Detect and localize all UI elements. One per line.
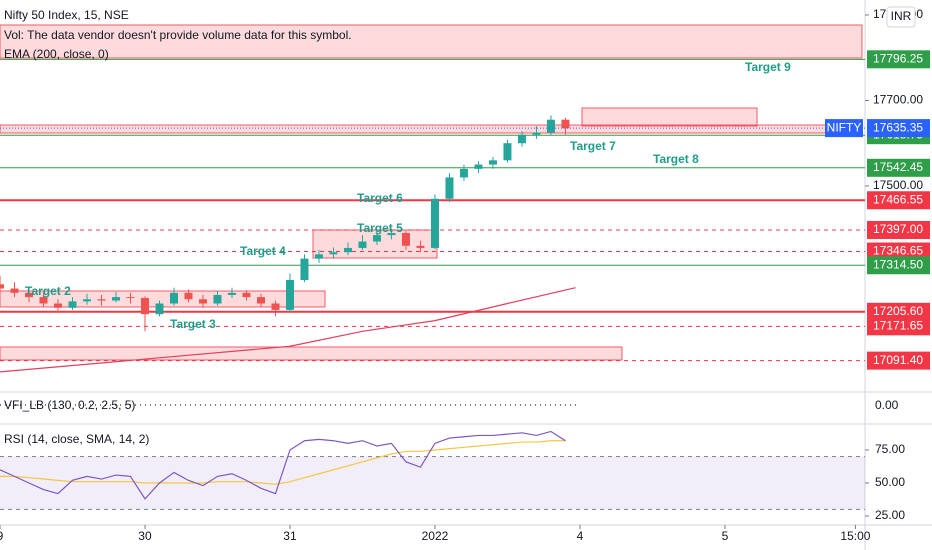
candle-body — [358, 241, 367, 248]
price-label-box — [867, 50, 930, 69]
candle-body — [24, 292, 33, 298]
candle-body — [488, 160, 497, 165]
candle-body — [387, 232, 396, 236]
indicator-title: VFI_LB (130, 0.2, 2.5, 5) — [4, 398, 135, 412]
legend-line: Vol: The data vendor doesn't provide vol… — [4, 28, 352, 42]
candle-body — [256, 297, 265, 304]
x-tick-label: 5 — [722, 529, 729, 543]
price-label: 17397.00 — [873, 222, 923, 236]
price-label-box — [867, 220, 930, 239]
candle-body — [111, 297, 120, 301]
candle-body — [285, 280, 294, 310]
indicator-title: RSI (14, close, SMA, 14, 2) — [4, 432, 149, 446]
y-tick-label: 50.00 — [875, 475, 905, 489]
candle-body — [300, 258, 309, 280]
y-tick-label: 17700.00 — [873, 93, 923, 107]
candle-body — [140, 297, 149, 315]
x-tick-label: 4 — [577, 529, 584, 543]
candle-body — [126, 297, 135, 299]
target-label: Target 3 — [170, 317, 216, 331]
candle-body — [184, 292, 193, 300]
y-tick-label: 25.00 — [875, 508, 905, 522]
price-label-box — [867, 242, 930, 261]
y-tick-label: 75.00 — [875, 442, 905, 456]
currency-badge — [886, 6, 916, 28]
target-label: Target 7 — [570, 139, 616, 153]
x-tick-label: 30 — [138, 529, 152, 543]
zone — [581, 107, 758, 127]
candle-body — [242, 292, 251, 298]
price-label: 17171.65 — [873, 318, 923, 332]
price-label: 17314.50 — [873, 257, 923, 271]
candle-body — [169, 292, 178, 304]
candle-body — [227, 292, 236, 295]
candle-body — [0, 284, 4, 289]
x-tick-label: 15:00 — [840, 529, 870, 543]
candle-body — [82, 299, 91, 302]
candle-body — [68, 301, 77, 308]
price-label: 17205.60 — [873, 304, 923, 318]
candle-body — [430, 198, 439, 248]
zone — [0, 24, 863, 59]
x-tick-label: 31 — [283, 529, 297, 543]
candle-body — [401, 232, 410, 246]
price-label: 17542.45 — [873, 160, 923, 174]
zone — [0, 346, 623, 361]
candle-body — [445, 177, 454, 199]
price-label-box — [867, 256, 930, 275]
price-label-box — [867, 317, 930, 336]
candle-body — [546, 119, 555, 133]
candle-body — [314, 254, 323, 259]
price-label-box — [867, 191, 930, 210]
x-tick-label: 9 — [0, 529, 4, 543]
candle-body — [271, 303, 280, 310]
chart-title: Nifty 50 Index, 15, NSE — [4, 8, 129, 22]
price-label: 17346.65 — [873, 244, 923, 258]
candle-body — [416, 245, 425, 248]
candle-body — [39, 297, 48, 304]
legend-line: EMA (200, close, 0) — [4, 47, 109, 61]
y-tick-label: 0.00 — [875, 398, 899, 412]
candle-body — [561, 119, 570, 129]
ema-line — [0, 287, 576, 373]
candle-body — [97, 299, 106, 301]
x-tick-label: 2022 — [422, 529, 449, 543]
candle-body — [198, 299, 207, 304]
candle-body — [329, 252, 338, 255]
candle-body — [459, 168, 468, 178]
candle-body — [517, 134, 526, 144]
symbol-label: NIFTY — [827, 120, 862, 134]
price-label-box — [867, 119, 930, 138]
target-label: Target 6 — [357, 191, 403, 205]
price-label-box — [867, 302, 930, 321]
price-label-box — [867, 351, 930, 370]
candle-body — [155, 303, 164, 315]
target-label: Target 8 — [653, 152, 699, 166]
price-label: 17635.35 — [873, 120, 923, 134]
rsi-sma-line — [0, 440, 566, 485]
candle-body — [474, 164, 483, 169]
candle-body — [503, 143, 512, 161]
price-label: 17091.40 — [873, 353, 923, 367]
price-label: 17466.55 — [873, 192, 923, 206]
symbol-box — [825, 119, 863, 138]
y-tick-label: 17500.00 — [873, 178, 923, 192]
candle-body — [213, 294, 222, 304]
price-label-box — [867, 158, 930, 177]
candle-body — [372, 235, 381, 242]
rsi-line — [0, 430, 566, 500]
currency-label: INR — [891, 9, 912, 23]
price-label: 17796.25 — [873, 51, 923, 65]
target-label: Target 2 — [25, 284, 71, 298]
rsi-band — [0, 456, 865, 510]
target-label: Target 9 — [745, 60, 791, 74]
candle-body — [10, 288, 19, 293]
candle-body — [53, 303, 62, 308]
candle-body — [532, 132, 541, 135]
target-label: Target 5 — [357, 221, 403, 235]
candle-body — [343, 247, 352, 253]
target-label: Target 4 — [240, 244, 286, 258]
